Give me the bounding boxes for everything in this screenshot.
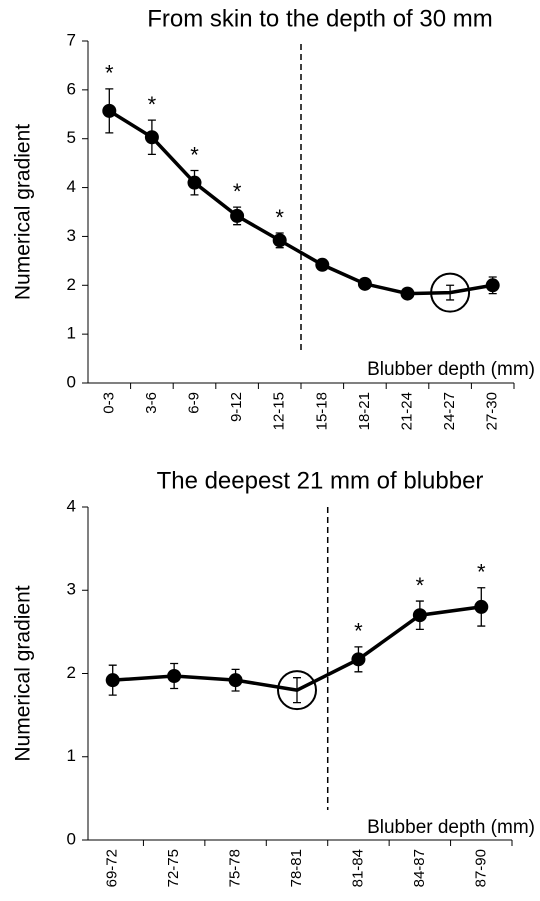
point bbox=[412, 608, 427, 623]
point bbox=[167, 668, 182, 683]
y-tick-label: 3 bbox=[67, 226, 76, 245]
x-tick-label: 81-84 bbox=[349, 849, 366, 887]
significance-mark: * bbox=[233, 179, 242, 204]
y-tick-label: 0 bbox=[67, 829, 76, 848]
x-tick-label: 21-24 bbox=[398, 392, 415, 430]
y-tick-label: 7 bbox=[67, 30, 76, 49]
point bbox=[272, 233, 287, 248]
significance-mark: * bbox=[190, 142, 199, 167]
y-tick-label: 0 bbox=[67, 372, 76, 391]
y-tick-label: 6 bbox=[67, 79, 76, 98]
y-axis-label: Numerical gradient bbox=[12, 124, 35, 300]
point bbox=[315, 257, 330, 272]
y-axis-label: Numerical gradient bbox=[12, 585, 35, 761]
point bbox=[228, 673, 243, 688]
x-tick-label: 6-9 bbox=[185, 392, 202, 414]
x-tick-label: 84-87 bbox=[411, 849, 428, 887]
series-line bbox=[108, 109, 493, 296]
x-tick-label: 9-12 bbox=[228, 392, 245, 422]
y-tick-label: 4 bbox=[67, 177, 76, 196]
x-tick-label: 27-30 bbox=[484, 392, 501, 430]
error-bar bbox=[446, 284, 455, 301]
error-bar bbox=[293, 677, 301, 704]
highlight-circle bbox=[430, 272, 471, 313]
significance-mark: * bbox=[275, 205, 284, 230]
x-tick-label: 3-6 bbox=[143, 392, 160, 414]
significance-mark: * bbox=[354, 619, 363, 644]
chart-title: The deepest 21 mm of blubber bbox=[157, 467, 484, 494]
x-axis-label: Blubber depth (mm) bbox=[367, 817, 535, 838]
point bbox=[105, 673, 120, 688]
y-tick-label: 3 bbox=[67, 580, 76, 599]
x-tick-label: 12-15 bbox=[271, 392, 288, 430]
point bbox=[187, 175, 202, 190]
y-tick-label: 1 bbox=[67, 324, 76, 343]
y-tick-label: 4 bbox=[67, 496, 76, 515]
y-tick-label: 2 bbox=[67, 275, 76, 294]
chart-title: From skin to the depth of 30 mm bbox=[147, 5, 492, 32]
y-tick-label: 5 bbox=[67, 128, 76, 147]
x-tick-label: 15-18 bbox=[313, 392, 330, 430]
point bbox=[400, 286, 415, 301]
point bbox=[485, 278, 500, 293]
x-tick-label: 0-3 bbox=[100, 392, 117, 414]
x-axis-label: Blubber depth (mm) bbox=[367, 359, 535, 380]
x-tick-label: 24-27 bbox=[441, 392, 458, 430]
x-tick-label: 72-75 bbox=[165, 849, 182, 887]
x-tick-label: 69-72 bbox=[104, 849, 121, 887]
x-tick-label: 75-78 bbox=[227, 849, 244, 887]
significance-mark: * bbox=[416, 573, 425, 598]
point bbox=[351, 652, 366, 667]
point bbox=[102, 103, 117, 118]
x-tick-label: 87-90 bbox=[472, 849, 489, 887]
point bbox=[144, 130, 159, 145]
highlight-circle bbox=[277, 670, 317, 711]
point bbox=[357, 276, 372, 291]
y-tick-label: 2 bbox=[67, 663, 76, 682]
significance-mark: * bbox=[477, 560, 486, 585]
significance-mark: * bbox=[105, 61, 114, 86]
x-tick-label: 78-81 bbox=[288, 849, 305, 887]
point bbox=[474, 599, 489, 614]
y-tick-label: 1 bbox=[67, 746, 76, 765]
x-tick-label: 18-21 bbox=[356, 392, 373, 430]
significance-mark: * bbox=[148, 92, 157, 117]
point bbox=[230, 208, 245, 223]
